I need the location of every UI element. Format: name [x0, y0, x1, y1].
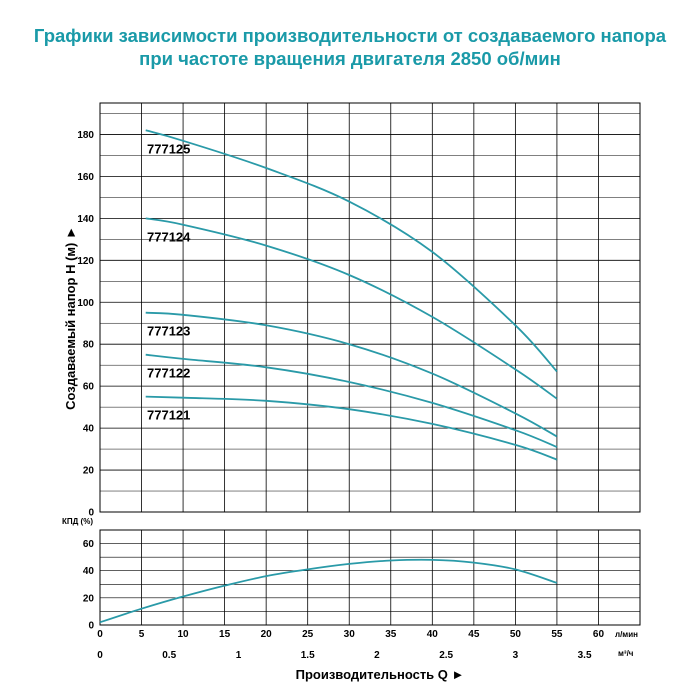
x-tick-lmin: 0 [97, 629, 103, 640]
efficiency-y-tick: 20 [83, 593, 95, 604]
x-tick-lmin: 25 [302, 629, 314, 640]
efficiency-curve [99, 558, 558, 624]
x-tick-lmin: 60 [593, 629, 605, 640]
x-tick-labels-m3h: 0 0.5 1 1.5 2 2.5 3 3.5 [97, 650, 592, 661]
x-tick-lmin: 15 [219, 629, 231, 640]
head-y-tick: 180 [77, 130, 94, 141]
efficiency-y-axis-label: КПД (%) [62, 517, 93, 526]
efficiency-y-tick: 40 [83, 566, 95, 577]
x-tick-labels-lmin: 0 5 10 15 20 25 30 35 40 45 50 55 60 [97, 629, 604, 640]
efficiency-y-tick-labels: 0 20 40 60 [83, 539, 95, 631]
x-tick-m3h: 3 [513, 650, 519, 661]
efficiency-chart-grid [99, 529, 641, 626]
head-y-tick: 80 [83, 340, 95, 351]
x-axis-label: Производительность Q ► [296, 667, 465, 682]
head-y-tick: 40 [83, 424, 95, 435]
head-curve-777122 [145, 353, 558, 448]
head-curve-777124 [145, 217, 558, 400]
efficiency-y-tick: 0 [88, 621, 94, 632]
chart-title: Графики зависимости производительности о… [0, 24, 700, 70]
head-y-tick: 120 [77, 256, 94, 267]
head-curve-label-777125: 777125 [147, 141, 190, 156]
x-tick-lmin: 40 [427, 629, 439, 640]
x-tick-lmin: 55 [551, 629, 563, 640]
x-tick-lmin: 35 [385, 629, 397, 640]
head-y-tick-labels: 0 20 40 60 80 100 120 140 160 180 [77, 130, 94, 519]
x-tick-m3h: 1.5 [301, 650, 315, 661]
head-curve-label-777122: 777122 [147, 366, 190, 381]
head-y-tick: 60 [83, 382, 95, 393]
head-curve-label-777121: 777121 [147, 408, 190, 423]
x-tick-m3h: 2 [374, 650, 380, 661]
chart-title-line1: Графики зависимости производительности о… [33, 25, 667, 46]
head-curve-labels: 777125 777124 777123 777122 777121 [147, 141, 191, 422]
head-y-tick: 0 [88, 508, 94, 519]
head-y-tick: 160 [77, 172, 94, 183]
x-tick-lmin: 5 [139, 629, 145, 640]
x-tick-lmin: 45 [468, 629, 480, 640]
head-curve-label-777123: 777123 [147, 324, 190, 339]
head-y-axis-label: Создаваемый напор H (м) ► [63, 226, 78, 410]
x-unit-m3h: м³/ч [618, 649, 634, 658]
x-tick-m3h: 1 [236, 650, 242, 661]
head-y-tick: 20 [83, 466, 95, 477]
x-tick-lmin: 50 [510, 629, 522, 640]
x-tick-lmin: 30 [344, 629, 356, 640]
x-tick-m3h: 2.5 [439, 650, 453, 661]
chart-title-line2: при частоте вращения двигателя 2850 об/м… [139, 48, 561, 69]
x-tick-m3h: 3.5 [578, 650, 592, 661]
head-curve-777123 [145, 311, 558, 438]
efficiency-plot-frame [99, 529, 641, 626]
efficiency-curve-line [99, 558, 558, 624]
head-curve-777121 [145, 395, 558, 461]
head-chart-grid [99, 102, 641, 513]
x-tick-m3h: 0 [97, 650, 103, 661]
head-curves [145, 129, 558, 461]
head-y-tick: 100 [77, 298, 94, 309]
x-tick-lmin: 10 [178, 629, 190, 640]
x-unit-lmin: л/мин [615, 630, 638, 639]
head-curve-label-777124: 777124 [147, 229, 191, 244]
head-plot-frame [99, 102, 641, 513]
head-y-tick: 140 [77, 214, 94, 225]
x-tick-lmin: 20 [261, 629, 273, 640]
efficiency-y-tick: 60 [83, 539, 95, 550]
x-tick-m3h: 0.5 [162, 650, 176, 661]
head-curve-777125 [145, 129, 558, 373]
